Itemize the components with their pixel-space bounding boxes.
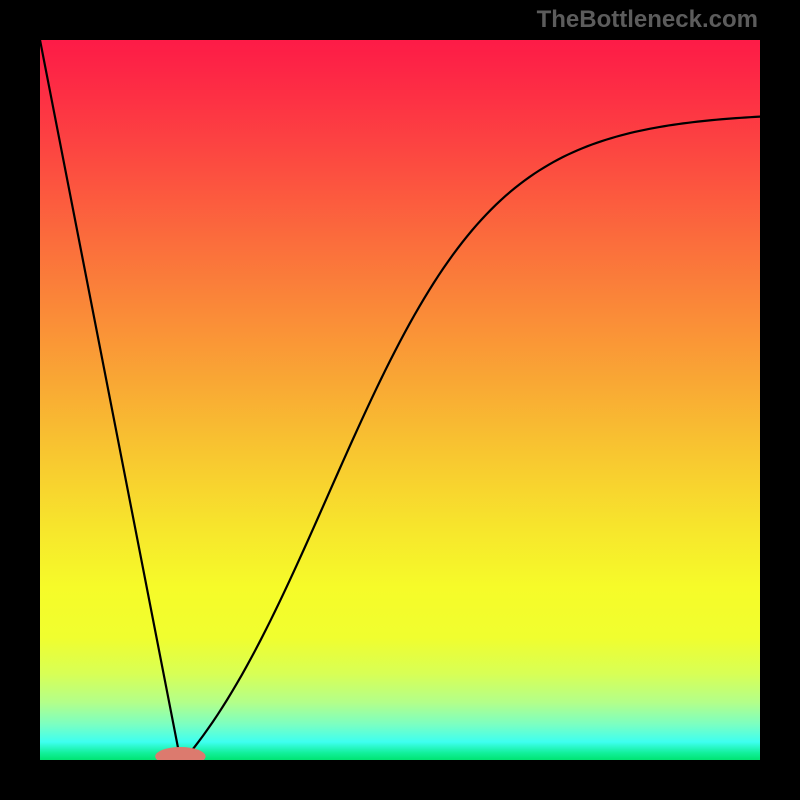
plot-svg: [40, 40, 760, 760]
plot-area: [40, 40, 760, 760]
chart-frame: TheBottleneck.com: [0, 0, 800, 800]
watermark-text: TheBottleneck.com: [537, 6, 758, 34]
gradient-background: [40, 40, 760, 760]
